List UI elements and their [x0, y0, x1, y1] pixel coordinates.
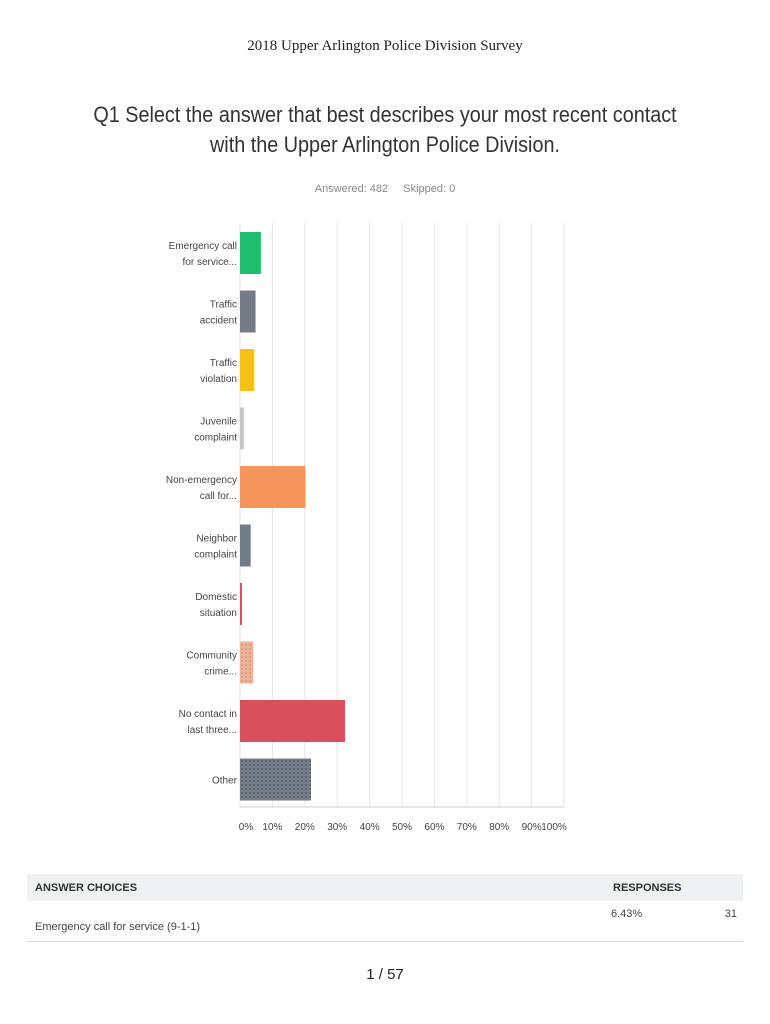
tick-label: 80%	[489, 822, 509, 833]
document-header: 2018 Upper Arlington Police Division Sur…	[247, 38, 523, 54]
table-row: Emergency call for service (9-1-1) 6.43%…	[27, 901, 743, 942]
bar	[240, 466, 306, 508]
tick-label: 50%	[392, 822, 412, 833]
category-label: Community crime...	[186, 651, 237, 678]
response-stats: Answered: 482 Skipped: 0	[0, 183, 770, 195]
category-label: Domestic situation	[195, 592, 237, 619]
table-header: ANSWER CHOICES RESPONSES	[27, 874, 743, 901]
tick-label: 30%	[327, 822, 347, 833]
bar	[240, 524, 251, 567]
tick-label: 40%	[360, 822, 380, 833]
category-label: Other	[212, 776, 238, 787]
category-label: Non-emergency call for...	[166, 475, 237, 502]
response-count-cell: 31	[724, 908, 737, 920]
bar	[240, 290, 256, 333]
tick-label: 20%	[295, 822, 315, 833]
category-label: Juvenile complaint	[194, 417, 237, 444]
category-label: No contact in last three...	[179, 709, 237, 736]
page-number: 1 / 57	[366, 966, 404, 983]
category-label: Emergency call for service...	[169, 241, 237, 268]
bar	[240, 758, 311, 801]
tick-label: 70%	[457, 822, 477, 833]
header-responses: RESPONSES	[613, 882, 682, 894]
bar-chart: Emergency call for service... Traffic accid…	[166, 223, 567, 833]
bar	[240, 583, 242, 625]
header-answer-choices: ANSWER CHOICES	[35, 882, 138, 894]
bar	[240, 232, 261, 274]
tick-label: 60%	[424, 822, 444, 833]
category-label: Neighbor complaint	[194, 534, 237, 561]
skipped-count: Skipped: 0	[403, 183, 456, 195]
bar	[240, 641, 254, 684]
tick-label: 100%	[541, 822, 567, 833]
answered-count: Answered: 482	[314, 183, 389, 195]
answer-choice-cell: Emergency call for service (9-1-1)	[35, 921, 201, 933]
tick-label: 0%	[239, 822, 254, 833]
tick-label: 10%	[262, 822, 282, 833]
category-label: Traffic violation	[200, 358, 237, 385]
bar	[240, 407, 244, 450]
category-label: Traffic accident	[200, 300, 237, 327]
tick-label: 90%	[522, 822, 542, 833]
response-percent-cell: 6.43%	[611, 908, 643, 920]
bar	[240, 700, 345, 742]
bar	[240, 349, 255, 391]
question-title: Q1 Select the answer that best describes…	[93, 102, 677, 157]
